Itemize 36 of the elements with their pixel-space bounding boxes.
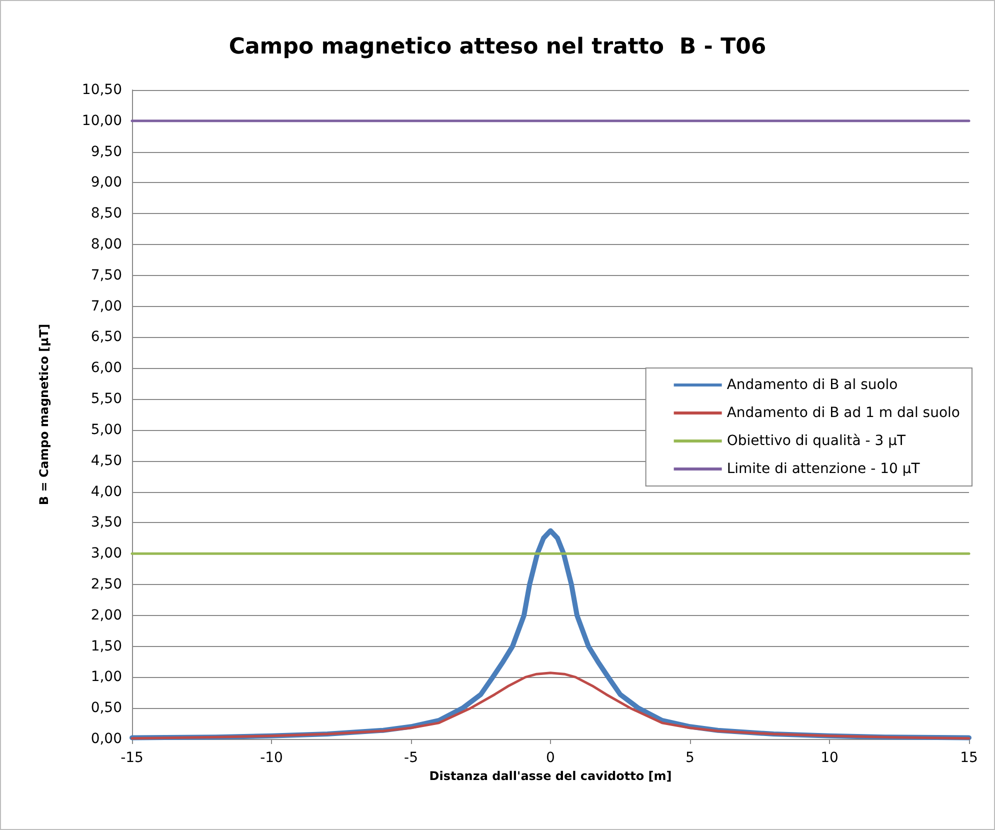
y-tick-label: 5,50 [90,391,122,408]
y-tick-label: 7,00 [90,298,122,314]
chart-title: Campo magnetico atteso nel tratto B - T06 [228,34,766,60]
y-tick-label: 6,00 [90,360,122,376]
x-tick-label: 5 [686,750,694,766]
y-tick-label: 4,50 [90,452,122,469]
legend-label: Limite di attenzione - 10 µT [726,461,920,477]
x-axis-title: Distanza dall'asse del cavidotto [m] [429,768,672,783]
y-tick-label: 2,50 [90,576,122,592]
y-tick-label: 1,50 [90,638,122,654]
y-tick-label: 0,50 [90,700,122,716]
x-tick-label: -10 [260,750,283,766]
y-tick-label: 1,00 [90,669,122,686]
y-tick-label: 6,50 [90,329,122,346]
y-tick-label: 9,00 [90,174,122,191]
y-tick-label: 3,50 [90,514,122,531]
y-tick-label: 8,50 [90,206,122,222]
y-tick-label: 10,50 [82,82,122,98]
x-tick-label: -5 [404,750,418,766]
x-tick-label: 15 [960,750,978,766]
y-tick-label: 5,00 [90,422,122,438]
y-tick-label: 0,00 [90,731,122,747]
legend-label: Obiettivo di qualità - 3 µT [726,433,906,449]
x-tick-label: 10 [820,750,838,766]
y-tick-label: 8,00 [90,236,122,253]
legend-label: Andamento di B ad 1 m dal suolo [726,405,960,421]
y-tick-label: 2,00 [90,607,122,624]
y-tick-label: 9,50 [90,144,122,160]
y-tick-label: 3,00 [90,546,122,562]
y-tick-label: 10,00 [82,112,122,129]
y-tick-label: 7,50 [90,267,122,284]
x-tick-label: 0 [546,750,555,766]
legend-label: Andamento di B al suolo [726,377,898,393]
y-axis-title: B = Campo magnetico [µT] [37,324,51,506]
y-tick-label: 4,00 [90,484,122,500]
x-tick-label: -15 [120,750,144,766]
